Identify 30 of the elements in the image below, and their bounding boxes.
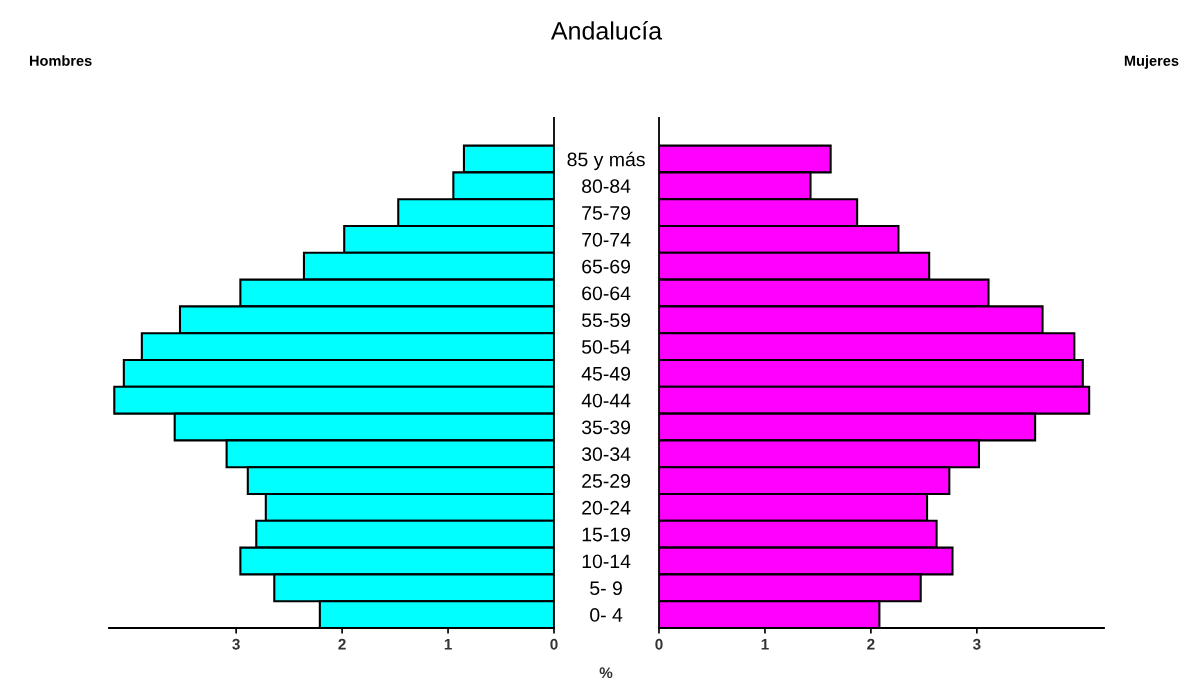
y-tick-label: 10-14 — [582, 554, 631, 569]
y-tick-label: 0- 4 — [590, 608, 623, 622]
y-tick-label: 5- 9 — [590, 581, 622, 596]
text: Hombres — [29, 55, 92, 66]
y-tick-label: 50-54 — [582, 340, 631, 354]
y-tick-label: 20-24 — [582, 500, 631, 515]
x-tick-label: 0 — [655, 638, 663, 650]
y-tick-label: 85 y más — [567, 151, 645, 171]
y-tick-label: 60-64 — [582, 286, 631, 301]
text: Mujeres — [1124, 55, 1179, 69]
x-axis-title: % — [599, 667, 613, 679]
x-tick-label: 2 — [338, 638, 346, 650]
y-tick-label: 65-69 — [582, 259, 631, 274]
y-tick-label: 45-49 — [581, 366, 631, 381]
y-tick-label: 80-84 — [582, 179, 631, 194]
x-tick-label: 1 — [761, 638, 769, 650]
x-tick-label: 1 — [444, 638, 452, 650]
y-tick-label: 25-29 — [582, 474, 631, 488]
y-tick-label: 40-44 — [581, 393, 631, 408]
y-tick-label: 30-34 — [581, 447, 631, 462]
y-tick-label: 35-39 — [581, 420, 631, 435]
x-tick-label: 3 — [972, 638, 981, 650]
y-tick-label: 75-79 — [582, 206, 631, 220]
x-tick-label: 3 — [232, 638, 240, 650]
y-tick-label: 55-59 — [582, 313, 631, 328]
x-tick-label: 2 — [867, 638, 875, 650]
y-tick-label: 70-74 — [582, 232, 631, 247]
x-tick-label: 0 — [550, 638, 558, 650]
text: Andalucía — [550, 21, 663, 40]
y-tick-label: 15-19 — [582, 527, 631, 542]
